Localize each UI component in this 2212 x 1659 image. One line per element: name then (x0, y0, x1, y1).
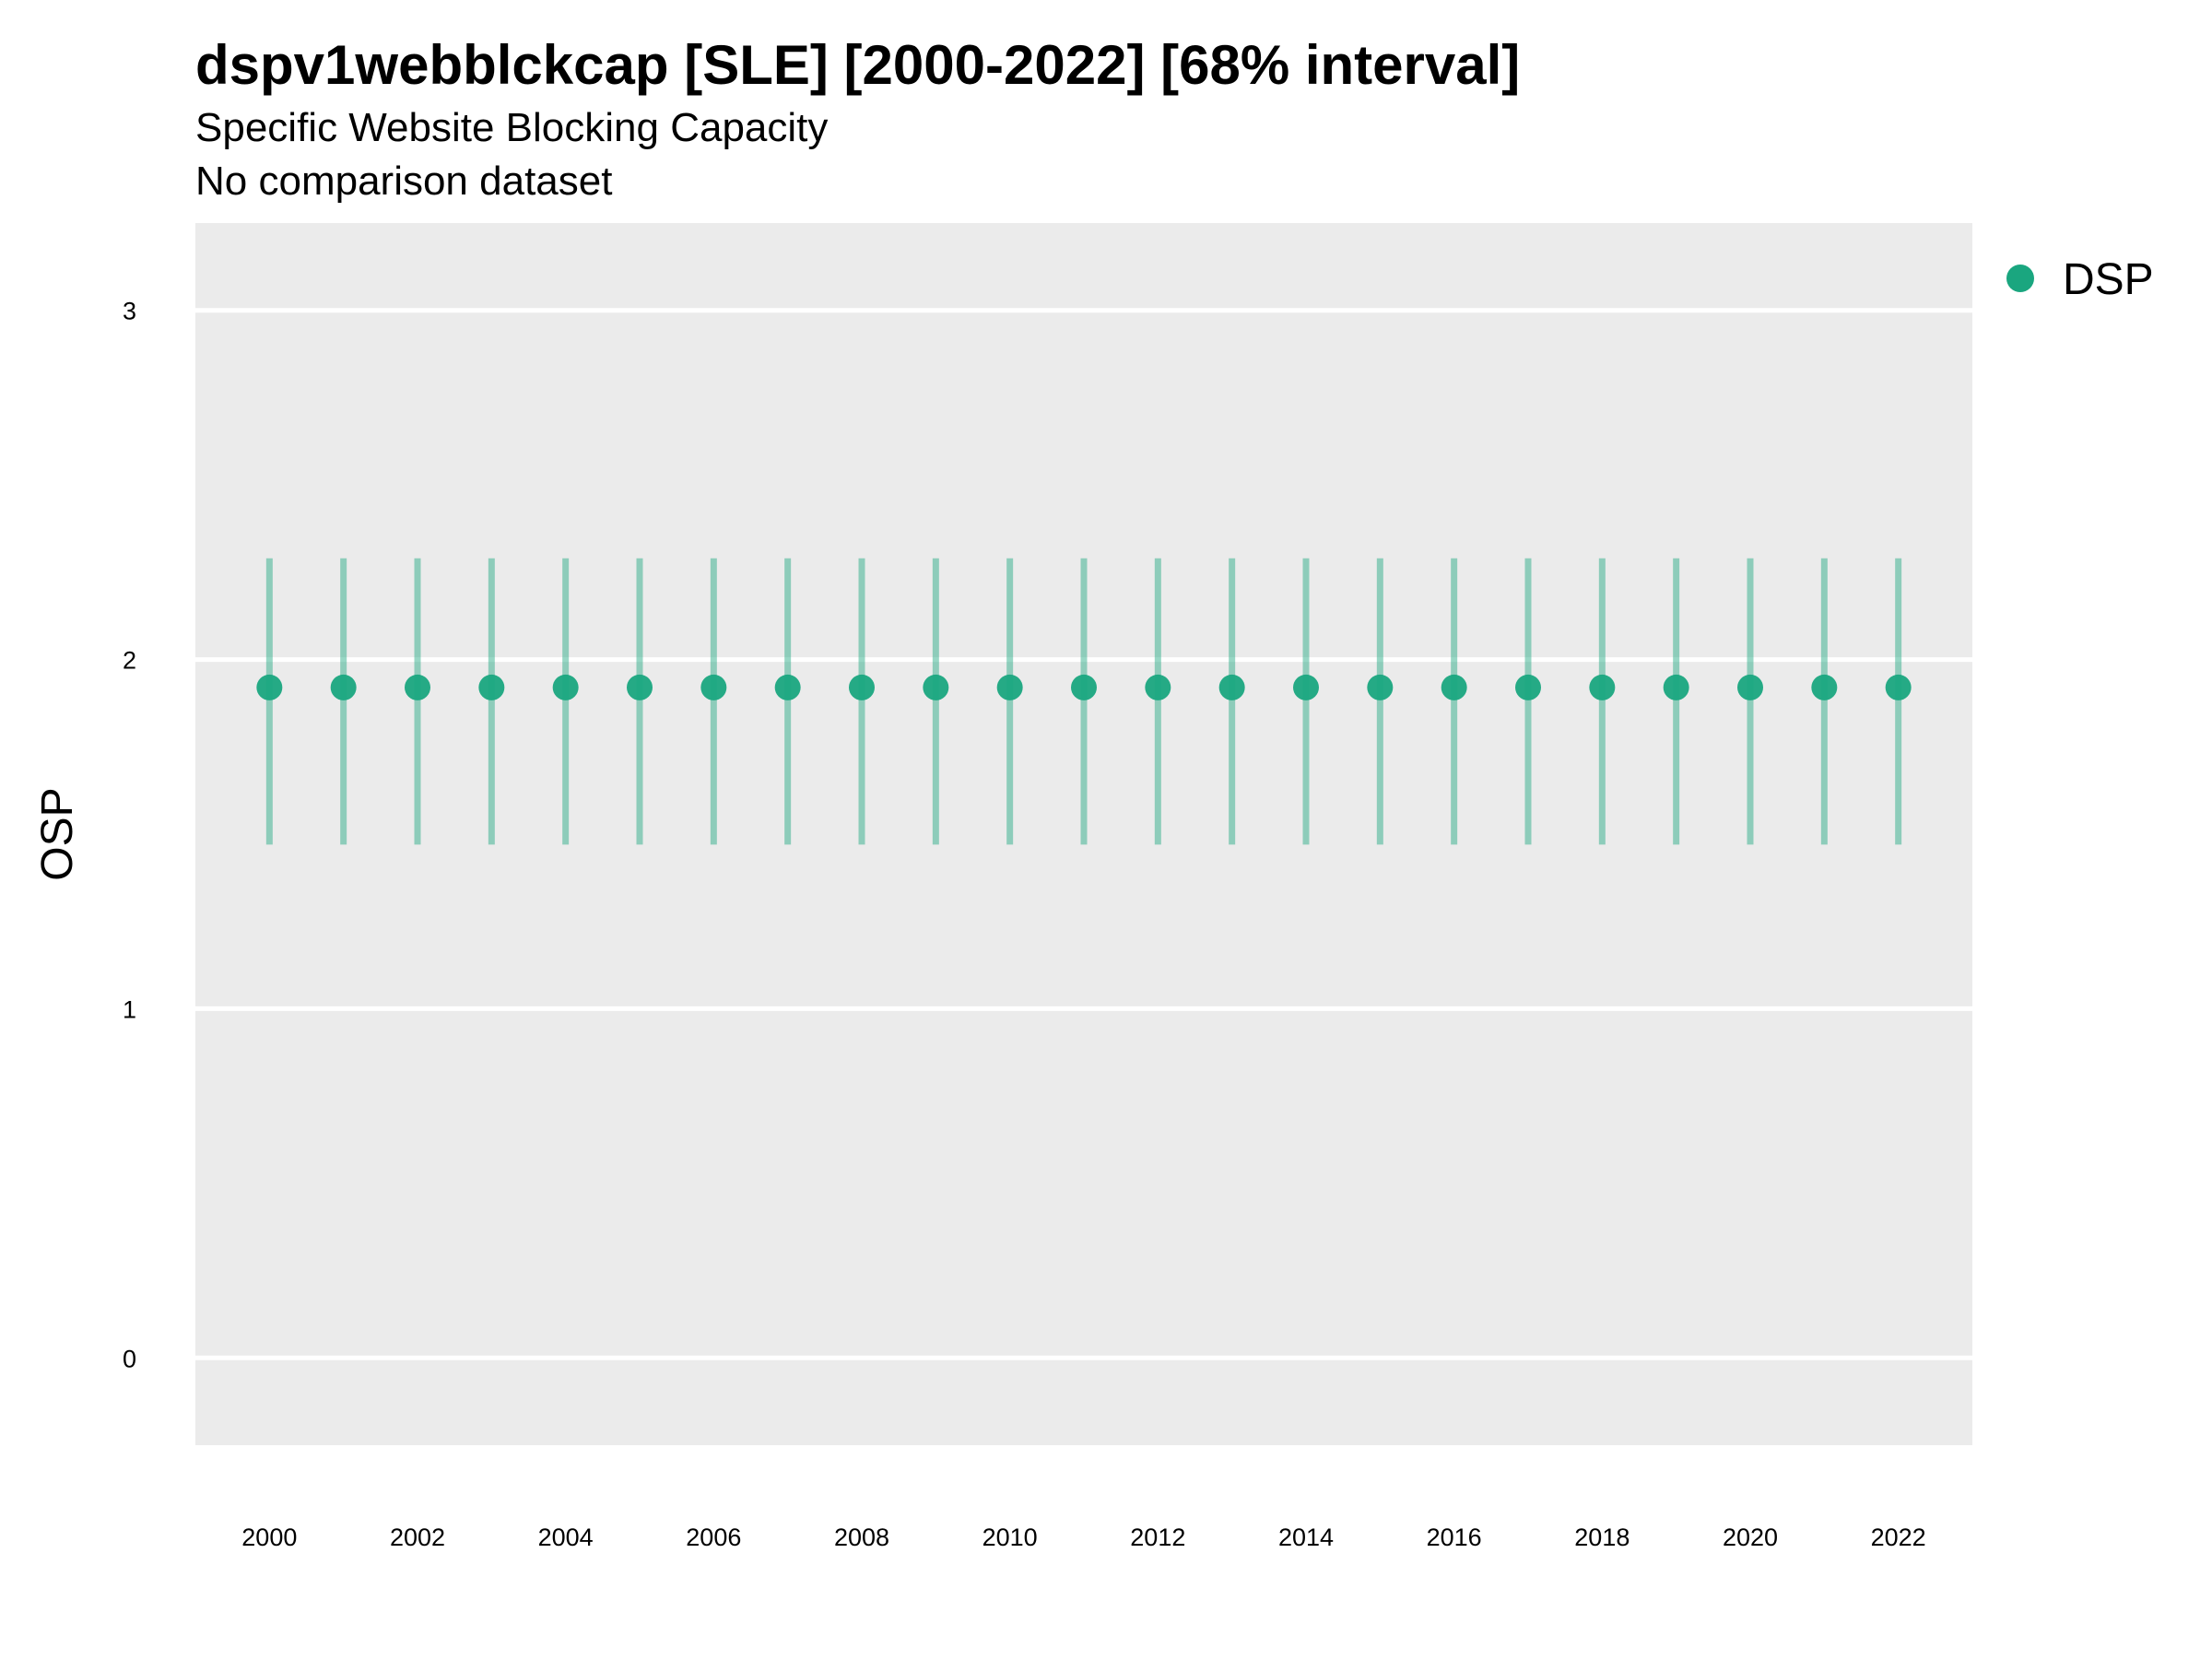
data-point-2010 (996, 674, 1023, 700)
grid (195, 308, 1972, 1360)
data-point-2003 (478, 674, 505, 700)
x-tick-label-2016: 2016 (1427, 1524, 1482, 1551)
legend-label-dsp: DSP (2063, 255, 2154, 304)
y-axis-title: OSP (33, 787, 82, 880)
data-point-2001 (330, 674, 357, 700)
y-tick-label-2: 2 (123, 647, 136, 675)
data-point-2007 (774, 674, 801, 700)
data-point-2002 (405, 674, 430, 700)
data-points (256, 674, 1912, 700)
legend: DSP (2006, 255, 2154, 304)
x-tick-label-2020: 2020 (1723, 1524, 1778, 1551)
x-tick-label-2002: 2002 (390, 1524, 445, 1551)
data-point-2021 (1811, 674, 1838, 700)
x-tick-label-2000: 2000 (241, 1524, 297, 1551)
y-tick-label-0: 0 (123, 1345, 136, 1372)
chart-caption: No comparison dataset (195, 159, 613, 204)
data-point-2019 (1663, 674, 1689, 700)
legend-key-dsp (2006, 265, 2034, 292)
plot-panel (195, 223, 1972, 1445)
data-point-2008 (849, 674, 875, 700)
x-tick-label-2022: 2022 (1871, 1524, 1926, 1551)
x-tick-label-2004: 2004 (538, 1524, 594, 1551)
data-point-2004 (552, 674, 579, 700)
x-tick-label-2010: 2010 (982, 1524, 1038, 1551)
data-point-2017 (1515, 674, 1541, 700)
x-axis-ticks: 2000 2002 2004 2006 2008 2010 2012 2014 2016 2018… (241, 1524, 1925, 1551)
data-point-2022 (1885, 674, 1912, 700)
error-bars (265, 558, 1902, 845)
data-point-2020 (1737, 674, 1763, 700)
x-tick-label-2008: 2008 (834, 1524, 889, 1551)
data-point-2011 (1071, 674, 1097, 700)
chart-title: dspv1webblckcap [SLE] [2000-2022] [68% i… (195, 34, 1521, 96)
chart-subtitle: Specific Website Blocking Capacity (195, 105, 829, 150)
data-point-2005 (627, 674, 653, 700)
data-point-2015 (1367, 674, 1394, 700)
data-point-2000 (256, 674, 283, 700)
data-point-2012 (1145, 674, 1171, 700)
y-tick-label-3: 3 (123, 298, 136, 325)
y-axis-ticks: 0 1 2 3 (123, 298, 136, 1373)
data-point-2013 (1218, 674, 1245, 700)
x-tick-label-2018: 2018 (1574, 1524, 1630, 1551)
x-tick-label-2006: 2006 (686, 1524, 741, 1551)
data-point-2018 (1589, 674, 1616, 700)
x-tick-label-2012: 2012 (1130, 1524, 1185, 1551)
data-point-2006 (700, 674, 727, 700)
y-tick-label-1: 1 (123, 995, 136, 1023)
data-point-2016 (1441, 674, 1467, 700)
x-tick-label-2014: 2014 (1278, 1524, 1334, 1551)
data-point-2014 (1293, 674, 1319, 700)
data-point-2009 (923, 674, 949, 700)
